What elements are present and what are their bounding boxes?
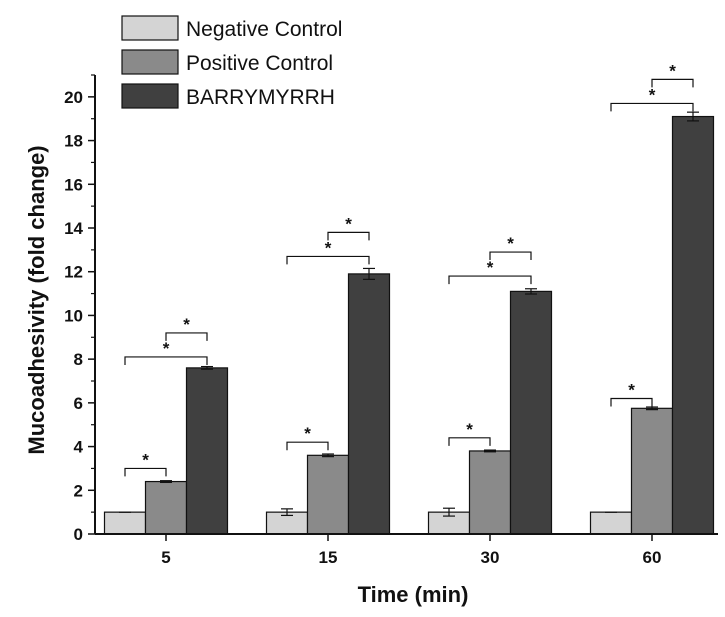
significance-bracket: * (610, 380, 653, 407)
plot-area: * * * * * * * * * * * * 0 2 4 6 8 10 12 14 16 18 20 5 15 30 60 (64, 61, 718, 567)
legend-label: Positive Control (186, 52, 333, 75)
ticks: 0 2 4 6 8 10 12 14 16 18 20 5 15 30 60 (64, 74, 662, 567)
x-tick-label: 5 (161, 548, 170, 567)
significance-label: * (325, 238, 332, 257)
x-axis-title: Time (min) (358, 582, 469, 607)
legend-swatch (121, 83, 179, 109)
significance-label: * (487, 258, 494, 277)
significance-bracket: * (124, 339, 208, 365)
y-tick-label: 20 (64, 88, 83, 107)
x-tick-label: 60 (643, 548, 662, 567)
error-bar-3-5 (201, 365, 213, 370)
bar-1-60 (589, 511, 633, 535)
legend-label: Negative Control (186, 18, 342, 41)
y-tick-label: 6 (74, 394, 83, 413)
bar-3-30 (509, 290, 553, 535)
bar-2-60 (630, 407, 674, 535)
significance-bracket: * (448, 258, 532, 285)
bar-2-5 (144, 480, 188, 535)
error-bar-3-60 (687, 111, 699, 122)
y-axis-title: Mucoadhesivity (fold change) (24, 145, 49, 454)
y-tick-label: 2 (74, 481, 83, 500)
x-tick-label: 30 (481, 548, 500, 567)
bar-2-30 (468, 450, 512, 535)
y-tick-label: 8 (74, 350, 83, 369)
legend: Negative Control Positive Control BARRYMYR… (121, 15, 342, 109)
legend-item: Negative Control (121, 15, 342, 41)
y-tick-label: 10 (64, 306, 83, 325)
error-bar-2-5 (160, 480, 172, 484)
significance-bracket: * (448, 420, 491, 446)
bar-3-15 (347, 273, 391, 535)
significance-bracket: * (286, 238, 370, 265)
error-bar-3-15 (363, 267, 375, 280)
significance-label: * (507, 234, 514, 253)
legend-swatch (121, 49, 179, 75)
significance-label: * (628, 380, 635, 399)
bar-3-5 (185, 367, 229, 535)
error-bar-2-60 (646, 406, 658, 411)
bar-3-60 (671, 115, 715, 535)
y-tick-label: 12 (64, 263, 83, 282)
y-tick-label: 16 (64, 175, 83, 194)
significance-label: * (304, 424, 311, 443)
significance-bracket: * (124, 450, 167, 477)
bar-2-15 (306, 454, 350, 535)
y-tick-label: 4 (74, 438, 84, 457)
y-tick-label: 18 (64, 132, 83, 151)
error-bars (119, 111, 699, 517)
bar-1-5 (103, 511, 147, 535)
y-tick-label: 14 (64, 219, 83, 238)
y-tick-label: 0 (74, 525, 83, 544)
significance-label: * (183, 315, 190, 334)
legend-label: BARRYMYRRH (186, 86, 335, 109)
significance-label: * (142, 450, 149, 469)
legend-swatch (121, 15, 179, 41)
significance-label: * (345, 214, 352, 233)
error-bar-3-30 (525, 288, 537, 295)
significance-bracket: * (165, 315, 208, 341)
error-bar-2-30 (484, 449, 496, 453)
error-bar-1-15 (281, 508, 293, 517)
significance-bracket: * (489, 234, 532, 261)
bars (103, 115, 715, 535)
significance-bracket: * (651, 61, 694, 88)
significance-label: * (466, 420, 473, 439)
x-tick-label: 15 (319, 548, 338, 567)
legend-item: Positive Control (121, 49, 333, 75)
significance-bracket: * (327, 214, 370, 241)
significance-bracket: * (610, 85, 694, 112)
legend-item: BARRYMYRRH (121, 83, 335, 109)
error-bar-1-30 (443, 507, 455, 517)
significance-label: * (649, 85, 656, 104)
significance-bracket: * (286, 424, 329, 451)
axes (94, 75, 718, 535)
significance-label: * (669, 61, 676, 80)
error-bar-2-15 (322, 453, 334, 458)
significance-label: * (163, 339, 170, 358)
significance-brackets: * * * * * * * * * * * * (124, 61, 694, 477)
